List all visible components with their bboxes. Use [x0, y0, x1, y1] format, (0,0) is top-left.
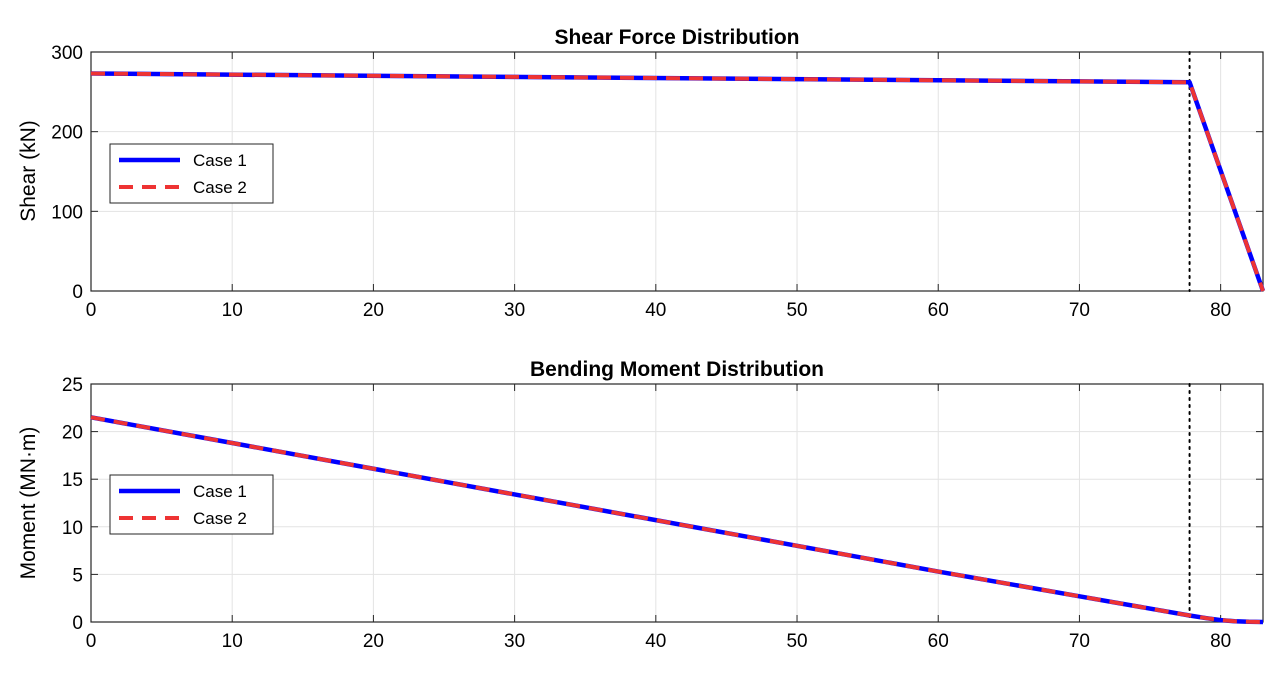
x-tick-label: 0 — [86, 300, 97, 321]
legend-label: Case 2 — [193, 178, 247, 197]
y-axis-label: Moment (MN·m) — [17, 427, 40, 580]
x-tick-label: 70 — [1069, 631, 1090, 652]
shear-force-chart: Shear Force Distribution Shear (kN) 0 10 2… — [17, 26, 1266, 321]
x-tick-label: 70 — [1069, 300, 1090, 321]
x-tick-label: 80 — [1210, 300, 1231, 321]
legend-label: Case 1 — [193, 151, 247, 170]
x-tick-label: 10 — [222, 300, 243, 321]
x-tick-label: 80 — [1210, 631, 1231, 652]
x-tick-label: 10 — [222, 631, 243, 652]
x-tick-label: 60 — [928, 300, 949, 321]
bending-moment-chart: Bending Moment Distribution Moment (MN·m… — [17, 358, 1264, 652]
grid — [91, 52, 1263, 291]
x-tick-label: 20 — [363, 300, 384, 321]
y-tick-label: 20 — [62, 423, 83, 444]
x-tick-label: 40 — [645, 300, 666, 321]
y-tick-label: 25 — [62, 375, 83, 396]
axes-frame — [90, 383, 1264, 623]
y-tick-label: 0 — [72, 613, 83, 634]
y-tick-label: 0 — [72, 282, 83, 303]
legend-label: Case 1 — [193, 482, 247, 501]
legend: Case 1 Case 2 — [109, 474, 274, 535]
legend-box — [109, 474, 274, 535]
x-tick-label: 30 — [504, 300, 525, 321]
y-axis-label: Shear (kN) — [17, 120, 40, 222]
grid — [91, 384, 1263, 622]
series-line-case-2 — [90, 415, 1264, 624]
y-tick-label: 300 — [51, 43, 83, 64]
chart-title: Bending Moment Distribution — [530, 358, 824, 381]
y-tick-label: 15 — [62, 470, 83, 491]
y-tick-label: 100 — [51, 202, 83, 223]
y-tick-label: 5 — [72, 565, 83, 586]
x-tick-label: 50 — [786, 631, 807, 652]
legend-label: Case 2 — [193, 509, 247, 528]
chart-title: Shear Force Distribution — [554, 26, 799, 49]
x-tick-label: 30 — [504, 631, 525, 652]
x-tick-label: 60 — [928, 631, 949, 652]
axes-frame — [90, 51, 1264, 292]
x-tick-label: 40 — [645, 631, 666, 652]
series-line-case-2 — [90, 71, 1265, 292]
y-tick-label: 10 — [62, 518, 83, 539]
x-tick-label: 0 — [86, 631, 97, 652]
legend: Case 1 Case 2 — [109, 143, 274, 204]
x-tick-label: 20 — [363, 631, 384, 652]
y-tick-label: 200 — [51, 123, 83, 144]
legend-box — [109, 143, 274, 204]
x-tick-label: 50 — [786, 300, 807, 321]
